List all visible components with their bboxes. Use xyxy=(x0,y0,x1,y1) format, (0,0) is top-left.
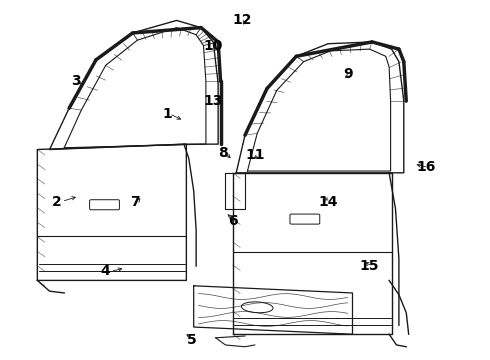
Text: 15: 15 xyxy=(360,259,379,273)
Text: 1: 1 xyxy=(162,107,171,121)
Text: 14: 14 xyxy=(318,194,338,208)
Text: 6: 6 xyxy=(228,214,238,228)
Text: 3: 3 xyxy=(72,75,81,89)
Text: 5: 5 xyxy=(186,333,196,347)
Text: 10: 10 xyxy=(203,39,223,53)
Text: 16: 16 xyxy=(416,161,436,175)
Text: 8: 8 xyxy=(218,146,228,160)
Text: 12: 12 xyxy=(233,13,252,27)
Text: 7: 7 xyxy=(130,194,140,208)
Text: 9: 9 xyxy=(343,67,352,81)
Text: 13: 13 xyxy=(203,94,223,108)
Text: 4: 4 xyxy=(101,265,111,278)
Text: 11: 11 xyxy=(245,148,265,162)
Text: 2: 2 xyxy=(52,194,62,208)
